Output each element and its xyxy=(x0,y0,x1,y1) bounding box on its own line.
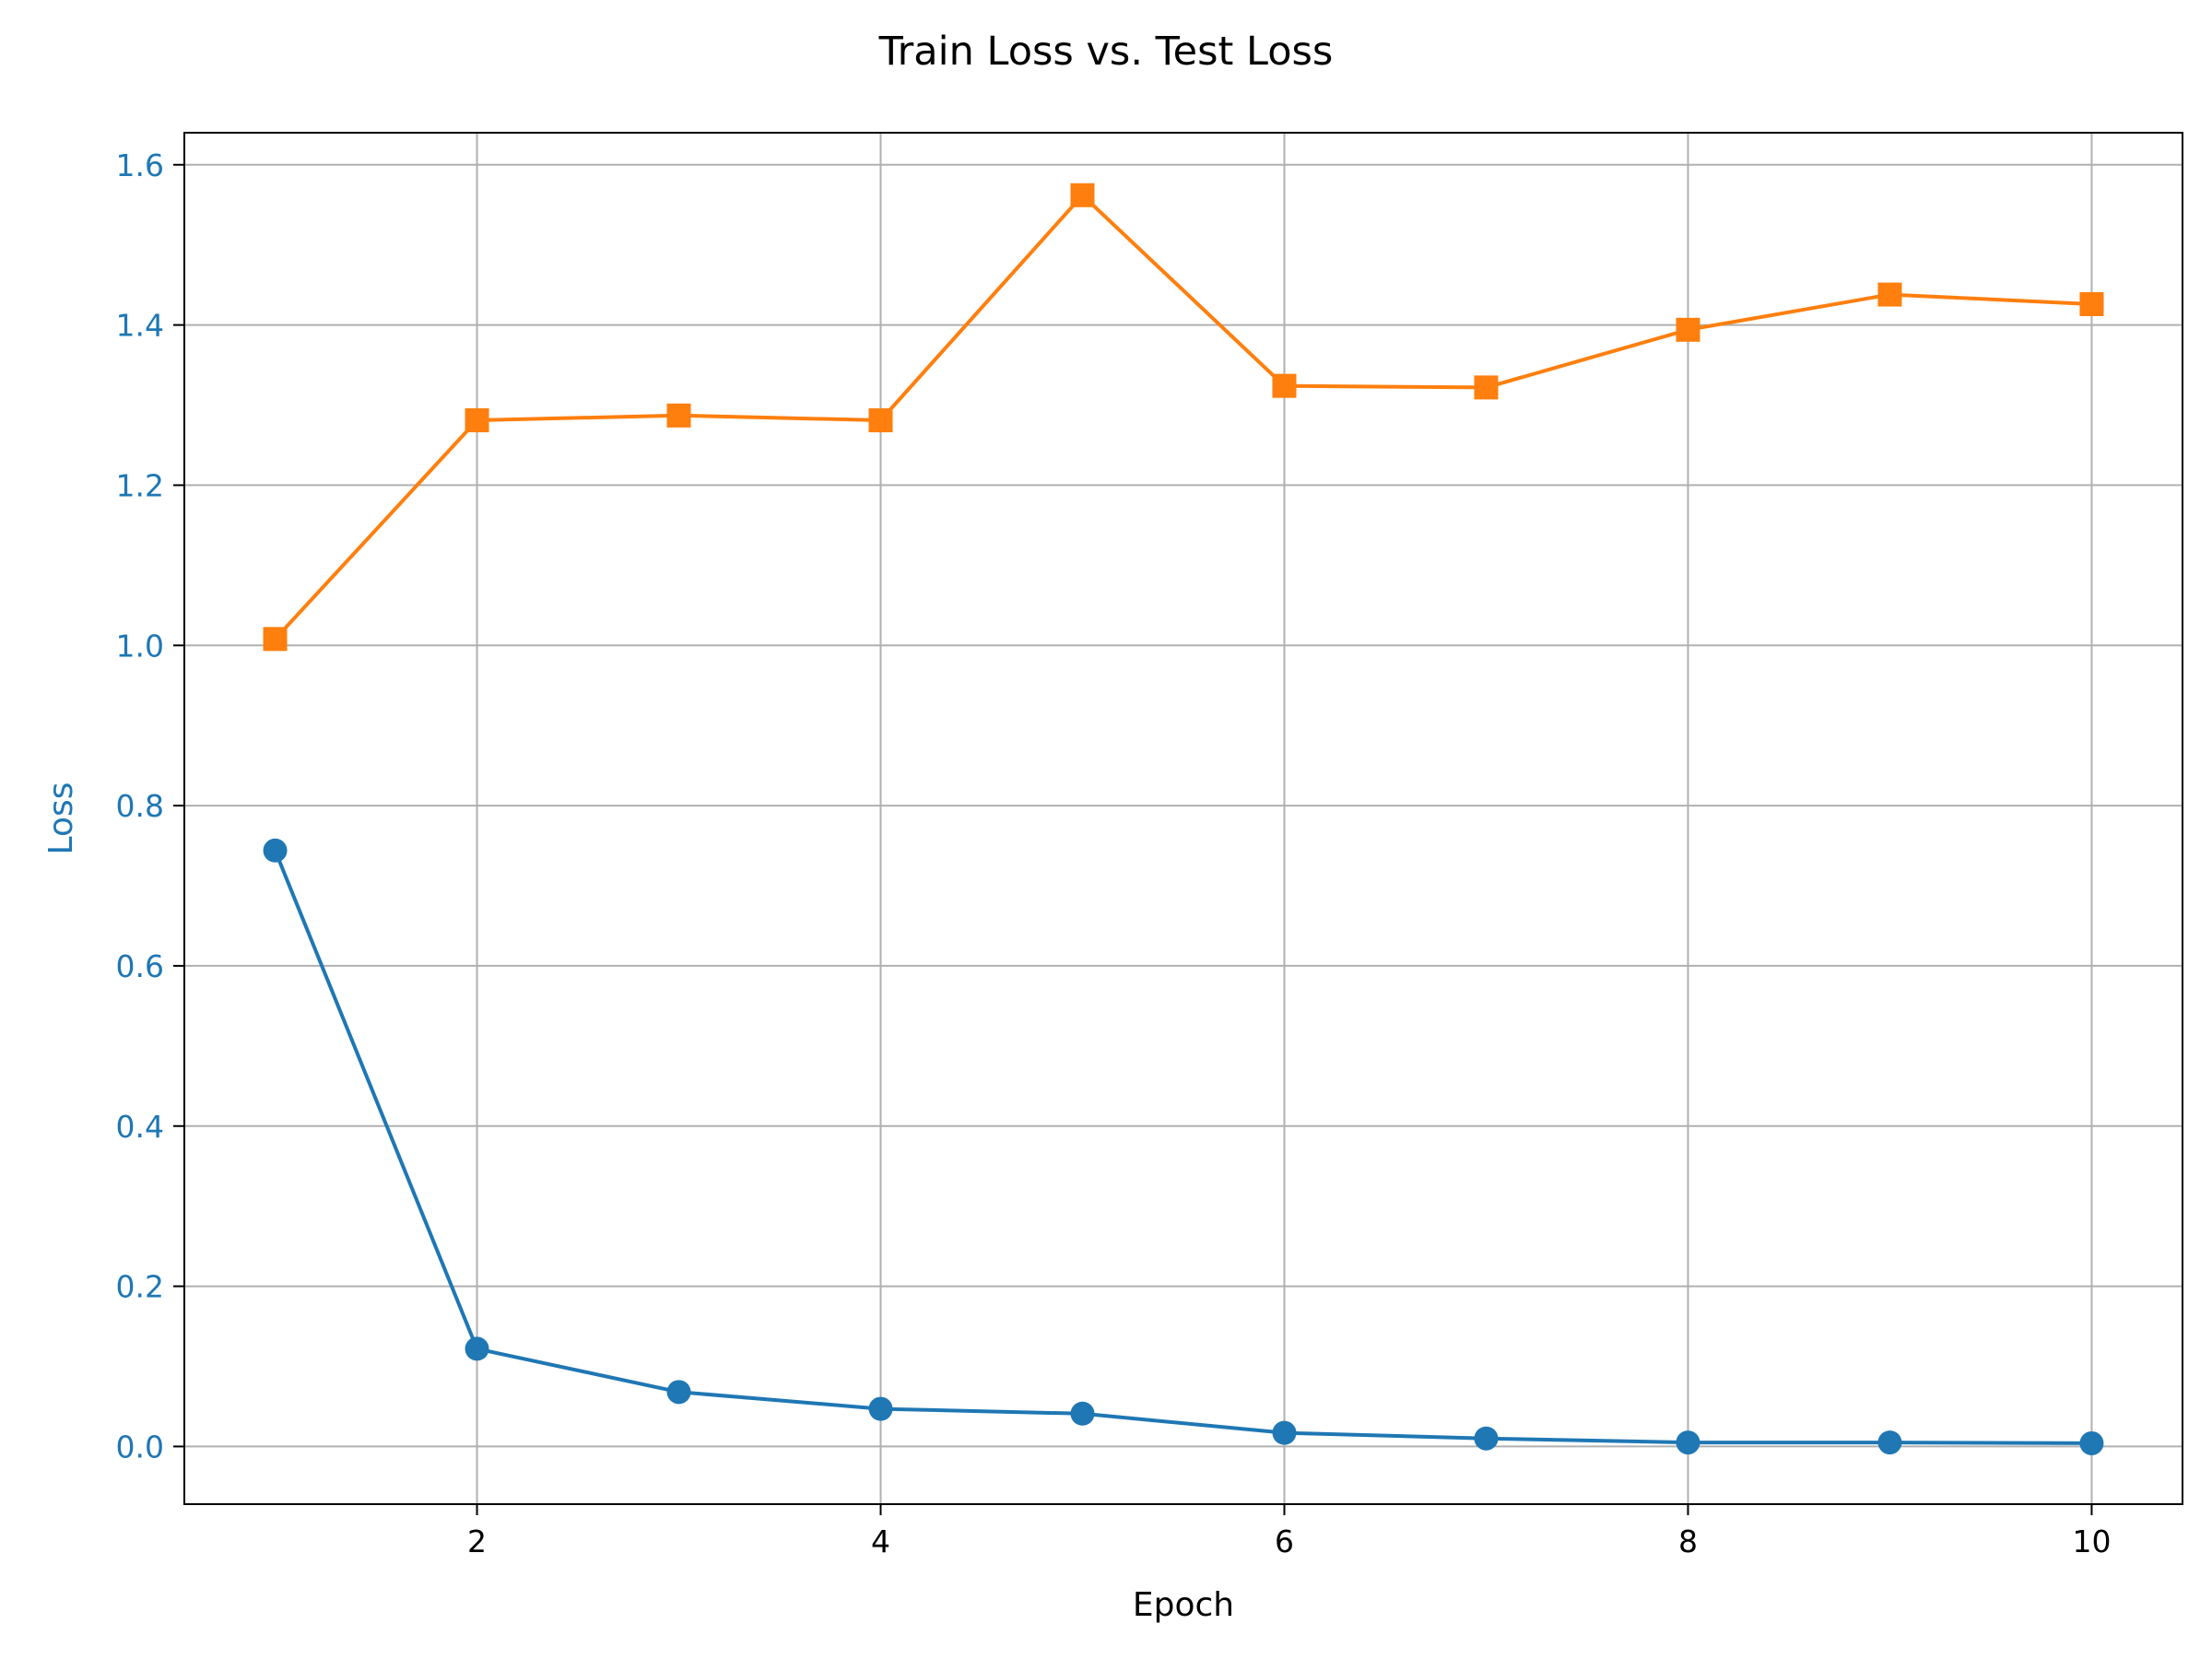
series-2-point xyxy=(868,408,893,433)
series-2-point xyxy=(1272,373,1297,398)
ticks: 2 4 6 8 10 0.0 0.2 0.4 0.6 0.8 1.0 1.2 1.4 1.6 xyxy=(116,147,2112,1559)
series-1-point xyxy=(465,1336,489,1361)
series-2-line xyxy=(274,193,2092,641)
x-tick-label: 6 xyxy=(1275,1524,1294,1559)
x-axis-label: Epoch xyxy=(1133,1586,1234,1624)
series-2-point xyxy=(263,627,288,652)
y-tick-label: 1.6 xyxy=(116,147,164,183)
y-tick-label: 0.6 xyxy=(116,948,164,984)
series-1-point xyxy=(1070,1401,1095,1426)
series-2-point xyxy=(2079,292,2104,316)
series-2-point xyxy=(465,408,489,433)
y-tick-label: 0.8 xyxy=(116,788,164,824)
series-1-point xyxy=(666,1380,691,1405)
chart-title: Train Loss vs. Test Loss xyxy=(878,29,1334,75)
y-tick-label: 1.2 xyxy=(116,467,164,503)
grid xyxy=(184,133,2183,1504)
y-tick-label: 0.0 xyxy=(116,1429,164,1465)
series-1-point xyxy=(2079,1430,2104,1455)
y-tick-label: 1.0 xyxy=(116,628,164,664)
series-1-point xyxy=(263,838,288,863)
series-2-point xyxy=(1070,182,1095,207)
y-tick-label: 0.4 xyxy=(116,1109,164,1145)
x-tick-label: 10 xyxy=(2072,1524,2111,1559)
series-1-point xyxy=(1877,1430,1902,1455)
plot-frame xyxy=(183,132,2183,1505)
y-axis-label: Loss xyxy=(42,782,80,855)
x-tick-label: 2 xyxy=(467,1524,487,1559)
x-tick-label: 8 xyxy=(1678,1524,1698,1559)
series-2 xyxy=(263,182,2104,652)
series-2-point xyxy=(1877,282,1902,307)
series-1-point xyxy=(868,1396,893,1421)
y-tick-label: 1.4 xyxy=(116,308,164,344)
series-2-point xyxy=(1474,375,1499,400)
series-1-point xyxy=(1474,1426,1499,1451)
x-tick-label: 4 xyxy=(871,1524,890,1559)
series-2-point xyxy=(666,403,691,428)
series-layer xyxy=(263,182,2104,1455)
series-1-point xyxy=(1676,1430,1700,1455)
y-tick-label: 0.2 xyxy=(116,1269,164,1305)
series-1-line xyxy=(273,850,2092,1445)
series-2-point xyxy=(1676,317,1700,342)
series-1-point xyxy=(1272,1420,1297,1445)
series-1 xyxy=(263,838,2104,1455)
